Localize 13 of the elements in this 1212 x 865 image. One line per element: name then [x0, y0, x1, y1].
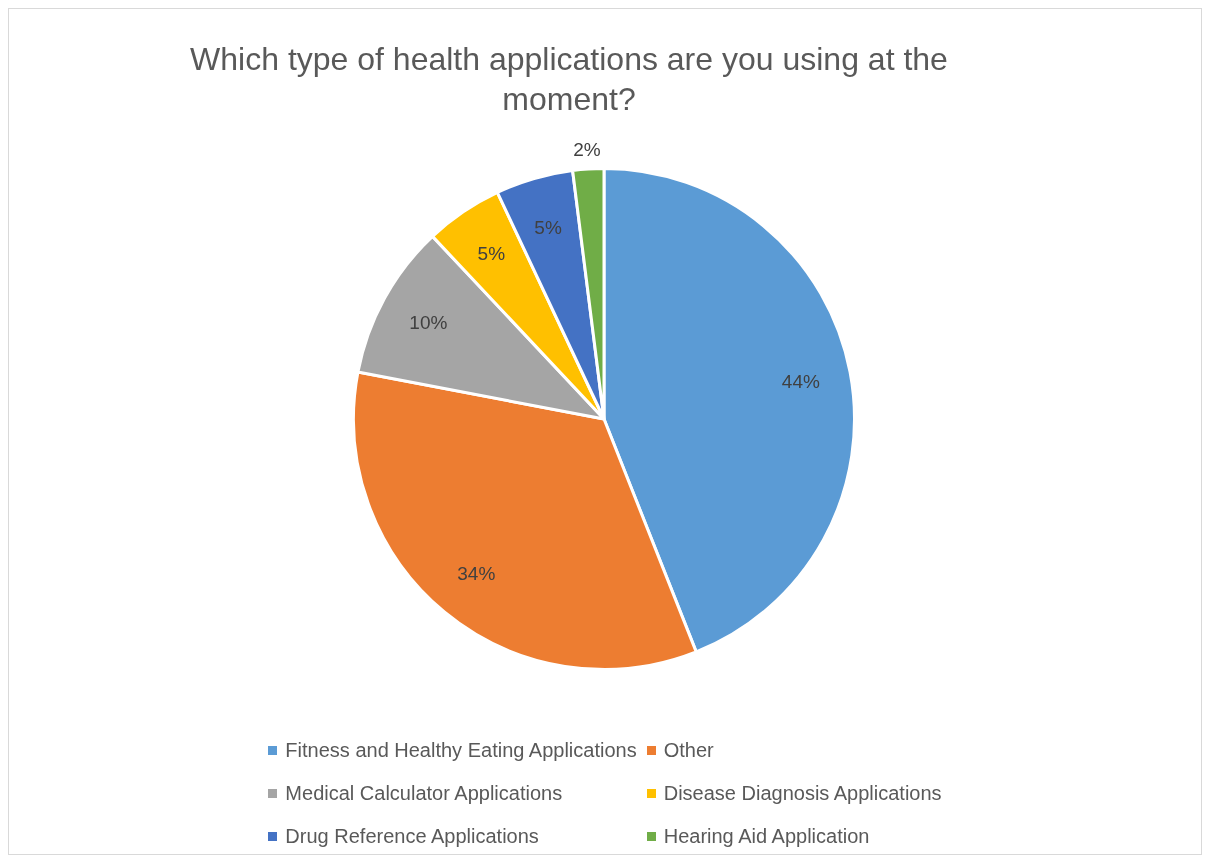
data-label: 10% — [409, 312, 448, 334]
legend-label: Other — [663, 739, 714, 762]
chart-title: Which type of health applications are you using at the moment? — [189, 40, 949, 119]
data-label: 44% — [781, 371, 820, 393]
data-label: 34% — [457, 563, 496, 585]
legend-label: Fitness and Healthy Eating Applications — [285, 739, 637, 762]
legend-label: Hearing Aid Application — [663, 825, 870, 848]
legend-label: Drug Reference Applications — [285, 825, 539, 848]
legend-label: Medical Calculator Applications — [285, 782, 563, 805]
data-label: 2% — [573, 138, 601, 160]
data-label: 5% — [477, 243, 506, 265]
data-label: 5% — [534, 216, 562, 238]
legend-label: Disease Diagnosis Applications — [663, 782, 942, 805]
